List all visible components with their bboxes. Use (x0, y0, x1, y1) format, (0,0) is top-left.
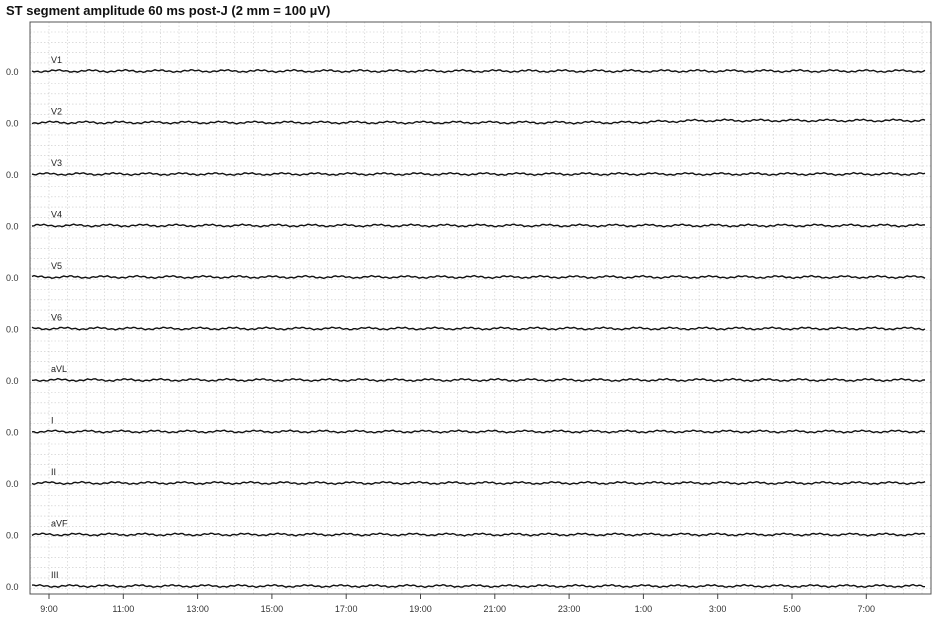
x-tick-label: 5:00 (783, 604, 801, 614)
x-axis: 9:00 11:00 13:00 15:00 17:00 19:00 21:00 23:00 1… (40, 594, 875, 614)
x-tick-label: 23:00 (558, 604, 581, 614)
x-tick-label: 9:00 (40, 604, 58, 614)
lead-label: I (51, 416, 54, 426)
x-tick-label: 21:00 (484, 604, 507, 614)
baseline-label: 0.0 (6, 428, 19, 438)
x-tick-label: 15:00 (261, 604, 284, 614)
plot-frame (29, 21, 932, 595)
trace-line (31, 223, 926, 228)
x-tick-label: 11:00 (112, 604, 134, 614)
lead-label: V5 (51, 261, 62, 271)
lead-v4: 0.0 V4 (6, 210, 926, 232)
lead-iii: 0.0 III (6, 570, 926, 592)
x-tick-label: 3:00 (709, 604, 727, 614)
lead-label: V6 (51, 313, 62, 323)
trace-line (31, 171, 926, 177)
x-tick-label: 17:00 (335, 604, 358, 614)
x-tick-label: 13:00 (186, 604, 209, 614)
lead-label: V1 (51, 55, 62, 65)
trace-line (31, 68, 926, 74)
trace-line (31, 429, 926, 434)
lead-label: II (51, 467, 56, 477)
lead-avl: 0.0 aVL (6, 364, 926, 386)
x-tick-label: 19:00 (409, 604, 432, 614)
baseline-label: 0.0 (6, 479, 19, 489)
plot-border (29, 21, 932, 595)
lead-v3: 0.0 V3 (6, 158, 926, 180)
chart-title: ST segment amplitude 60 ms post-J (2 mm … (6, 3, 331, 18)
lead-avf: 0.0 aVF (6, 519, 926, 541)
baseline-label: 0.0 (6, 170, 19, 180)
baseline-label: 0.0 (6, 67, 19, 77)
baseline-label: 0.0 (6, 531, 19, 541)
baseline-label: 0.0 (6, 582, 19, 592)
baseline-label: 0.0 (6, 273, 19, 283)
lead-label: V2 (51, 107, 62, 117)
x-tick-label: 1:00 (635, 604, 653, 614)
lead-v6: 0.0 V6 (6, 313, 926, 335)
lead-label: V3 (51, 158, 62, 168)
trace-line (31, 377, 926, 383)
trace-line (31, 532, 926, 537)
lead-v1: 0.0 V1 (6, 55, 926, 77)
lead-v5: 0.0 V5 (6, 261, 926, 283)
baseline-label: 0.0 (6, 376, 19, 386)
trace-line (31, 480, 926, 486)
lead-label: aVF (51, 519, 68, 529)
lead-v2: 0.0 V2 (6, 107, 926, 129)
baseline-label: 0.0 (6, 222, 19, 232)
grid (30, 22, 931, 594)
lead-label: aVL (51, 364, 67, 374)
lead-i: 0.0 I (6, 416, 926, 438)
x-tick-label: 7:00 (858, 604, 876, 614)
trace-line (31, 118, 926, 125)
trace-line (31, 326, 926, 331)
trace-line (32, 583, 926, 589)
trace-line (31, 274, 926, 280)
lead-ii: 0.0 II (6, 467, 926, 489)
lead-label: V4 (51, 210, 62, 220)
baseline-label: 0.0 (6, 325, 19, 335)
baseline-label: 0.0 (6, 119, 19, 129)
lead-label: III (51, 570, 59, 580)
series-group: 0.0 V1 0.0 V2 0.0 V3 0.0 V4 0.0 V5 0.0 V6 0.0 aVL 0.0 I… (6, 55, 926, 592)
